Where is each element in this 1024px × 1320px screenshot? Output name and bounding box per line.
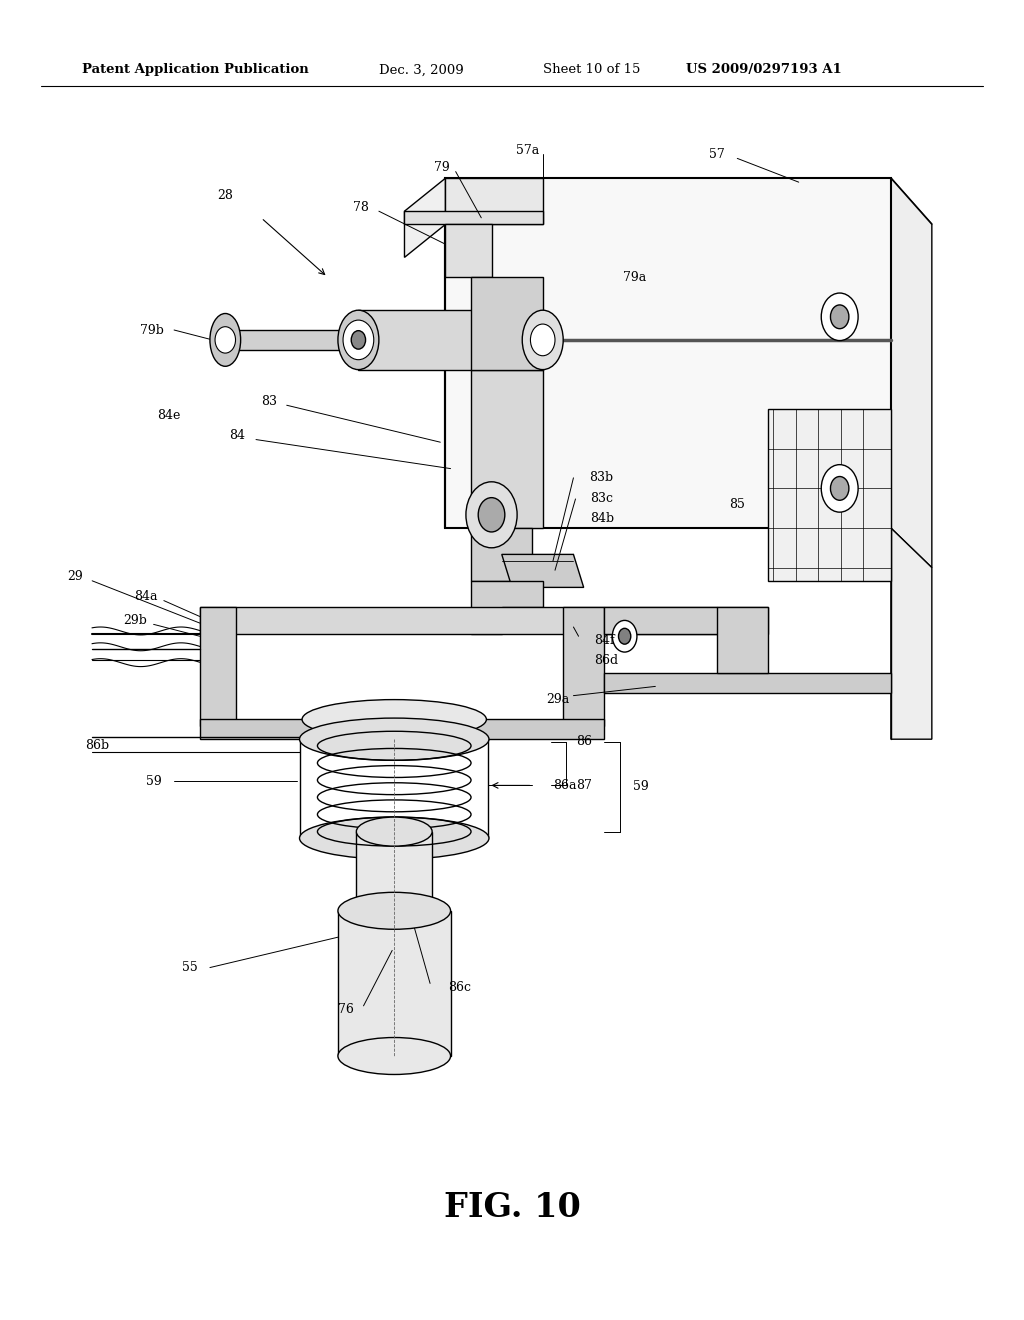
Text: 86: 86 xyxy=(577,735,593,748)
Text: 28: 28 xyxy=(217,189,233,202)
Polygon shape xyxy=(717,607,768,673)
Text: 86b: 86b xyxy=(85,739,110,752)
Text: 79a: 79a xyxy=(624,271,646,284)
Polygon shape xyxy=(471,277,543,370)
Polygon shape xyxy=(471,581,543,634)
Ellipse shape xyxy=(299,718,489,760)
Polygon shape xyxy=(225,330,358,350)
Circle shape xyxy=(612,620,637,652)
Polygon shape xyxy=(471,370,543,528)
Ellipse shape xyxy=(522,310,563,370)
Polygon shape xyxy=(404,211,543,224)
Ellipse shape xyxy=(302,700,486,739)
Text: Patent Application Publication: Patent Application Publication xyxy=(82,63,308,77)
Polygon shape xyxy=(404,178,445,257)
Polygon shape xyxy=(338,911,451,1056)
Text: 83: 83 xyxy=(261,395,278,408)
Polygon shape xyxy=(445,224,492,277)
Polygon shape xyxy=(891,178,932,568)
Polygon shape xyxy=(200,607,236,726)
Ellipse shape xyxy=(338,892,451,929)
Polygon shape xyxy=(563,607,604,726)
Text: 86d: 86d xyxy=(594,653,618,667)
Ellipse shape xyxy=(210,314,241,367)
Text: 57: 57 xyxy=(709,148,725,161)
Ellipse shape xyxy=(299,817,489,859)
Circle shape xyxy=(466,482,517,548)
Text: 83b: 83b xyxy=(589,471,613,484)
Text: 55: 55 xyxy=(181,961,198,974)
Circle shape xyxy=(830,305,849,329)
Circle shape xyxy=(530,323,555,355)
Ellipse shape xyxy=(356,817,432,846)
Circle shape xyxy=(343,321,374,359)
Text: 84a: 84a xyxy=(134,590,157,603)
Text: 57a: 57a xyxy=(516,144,539,157)
Circle shape xyxy=(821,465,858,512)
Text: 87: 87 xyxy=(577,779,593,792)
Polygon shape xyxy=(445,178,932,224)
Polygon shape xyxy=(471,528,532,581)
Ellipse shape xyxy=(338,1038,451,1074)
Ellipse shape xyxy=(338,310,379,370)
Text: 83c: 83c xyxy=(590,492,612,506)
Circle shape xyxy=(478,498,505,532)
Text: 79b: 79b xyxy=(139,323,164,337)
Text: 84b: 84b xyxy=(590,512,614,525)
Polygon shape xyxy=(200,719,604,739)
Polygon shape xyxy=(604,607,768,634)
Text: 29: 29 xyxy=(67,570,83,583)
Text: 59: 59 xyxy=(145,775,162,788)
Text: 79: 79 xyxy=(434,161,451,174)
Text: Sheet 10 of 15: Sheet 10 of 15 xyxy=(543,63,640,77)
Text: 86a: 86a xyxy=(553,779,577,792)
Text: 84e: 84e xyxy=(158,409,180,422)
Circle shape xyxy=(618,628,631,644)
Circle shape xyxy=(830,477,849,500)
Circle shape xyxy=(351,330,366,348)
Polygon shape xyxy=(891,528,932,739)
Ellipse shape xyxy=(356,896,432,925)
Polygon shape xyxy=(358,310,543,370)
Text: 86c: 86c xyxy=(449,981,471,994)
Polygon shape xyxy=(445,178,543,224)
Text: 84: 84 xyxy=(229,429,246,442)
Polygon shape xyxy=(604,673,891,693)
Text: 29b: 29b xyxy=(123,614,147,627)
Circle shape xyxy=(821,293,858,341)
Text: 29a: 29a xyxy=(547,693,569,706)
Polygon shape xyxy=(356,832,432,911)
Text: Dec. 3, 2009: Dec. 3, 2009 xyxy=(379,63,464,77)
Circle shape xyxy=(215,326,236,354)
Text: 76: 76 xyxy=(338,1003,354,1016)
Text: 85: 85 xyxy=(729,498,745,511)
Text: 59: 59 xyxy=(633,780,648,793)
Polygon shape xyxy=(768,409,891,581)
Polygon shape xyxy=(445,178,891,528)
Polygon shape xyxy=(502,554,584,587)
Text: 84f: 84f xyxy=(594,634,614,647)
Text: FIG. 10: FIG. 10 xyxy=(443,1191,581,1225)
Text: US 2009/0297193 A1: US 2009/0297193 A1 xyxy=(686,63,842,77)
Text: 78: 78 xyxy=(352,201,369,214)
Polygon shape xyxy=(200,607,717,634)
Ellipse shape xyxy=(302,719,486,759)
